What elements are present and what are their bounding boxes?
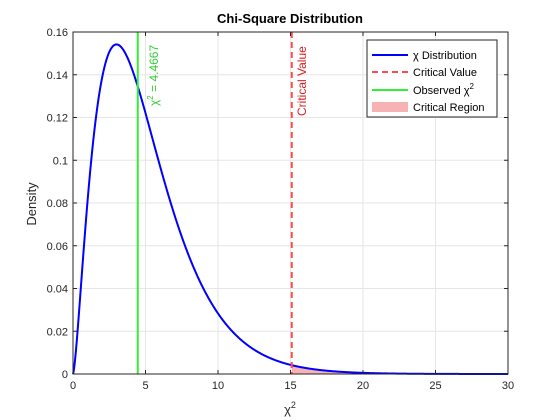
legend-label-critical-value: Critical Value [413, 67, 477, 79]
y-axis-label: Density [24, 182, 39, 226]
legend-item-observed: Observed χ2 [372, 82, 475, 97]
y-tick-label: 0.02 [47, 326, 68, 338]
legend-label-observed-text: Observed χ [413, 85, 470, 97]
y-tick-label: 0.16 [47, 27, 68, 39]
y-axis-ticks: 0 0.02 0.04 0.06 0.08 0.1 0.12 0.14 0.16 [47, 27, 508, 381]
critical-value-annotation: Critical Value [295, 46, 309, 116]
x-tick-label: 5 [142, 380, 148, 392]
legend-label-critical-region: Critical Region [413, 102, 485, 114]
legend-item-distribution: χ Distribution [372, 50, 477, 62]
critical-region-area [291, 365, 508, 374]
y-tick-label: 0 [62, 369, 68, 381]
legend-item-critical-region: Critical Region [372, 102, 485, 114]
x-tick-label: 10 [212, 380, 224, 392]
y-tick-label: 0.14 [47, 70, 68, 82]
legend-swatch-critical-region [372, 102, 408, 112]
chart-title: Chi-Square Distribution [217, 11, 363, 26]
x-axis-ticks: 0 5 10 15 20 25 30 [70, 32, 514, 392]
x-tick-label: 25 [429, 380, 441, 392]
legend-label-distribution: χ Distribution [413, 50, 477, 62]
x-axis-label-superscript: 2 [291, 400, 296, 410]
x-tick-label: 30 [502, 380, 514, 392]
legend: χ Distribution Critical Value Observed χ… [366, 39, 498, 118]
x-tick-label: 20 [357, 380, 369, 392]
observed-annotation-superscript: 2 [146, 95, 155, 100]
legend-label-distribution-text: χ Distribution [413, 50, 477, 62]
legend-label-observed-superscript: 2 [470, 82, 475, 91]
observed-annotation-prefix: χ [147, 99, 161, 106]
observed-annotation-value: = 4.4667 [147, 45, 161, 96]
legend-item-critical-value: Critical Value [372, 67, 477, 79]
x-tick-label: 0 [70, 380, 76, 392]
x-tick-label: 15 [284, 380, 296, 392]
x-axis-label-text: χ [284, 402, 291, 417]
y-tick-label: 0.12 [47, 113, 68, 125]
y-tick-label: 0.06 [47, 241, 68, 253]
x-axis-label: χ2 [284, 400, 296, 417]
y-tick-label: 0.04 [47, 284, 68, 296]
observed-chi-square-annotation: χ2 = 4.4667 [146, 45, 161, 106]
legend-label-observed: Observed χ2 [413, 82, 475, 97]
y-tick-label: 0.1 [53, 155, 68, 167]
y-tick-label: 0.08 [47, 198, 68, 210]
